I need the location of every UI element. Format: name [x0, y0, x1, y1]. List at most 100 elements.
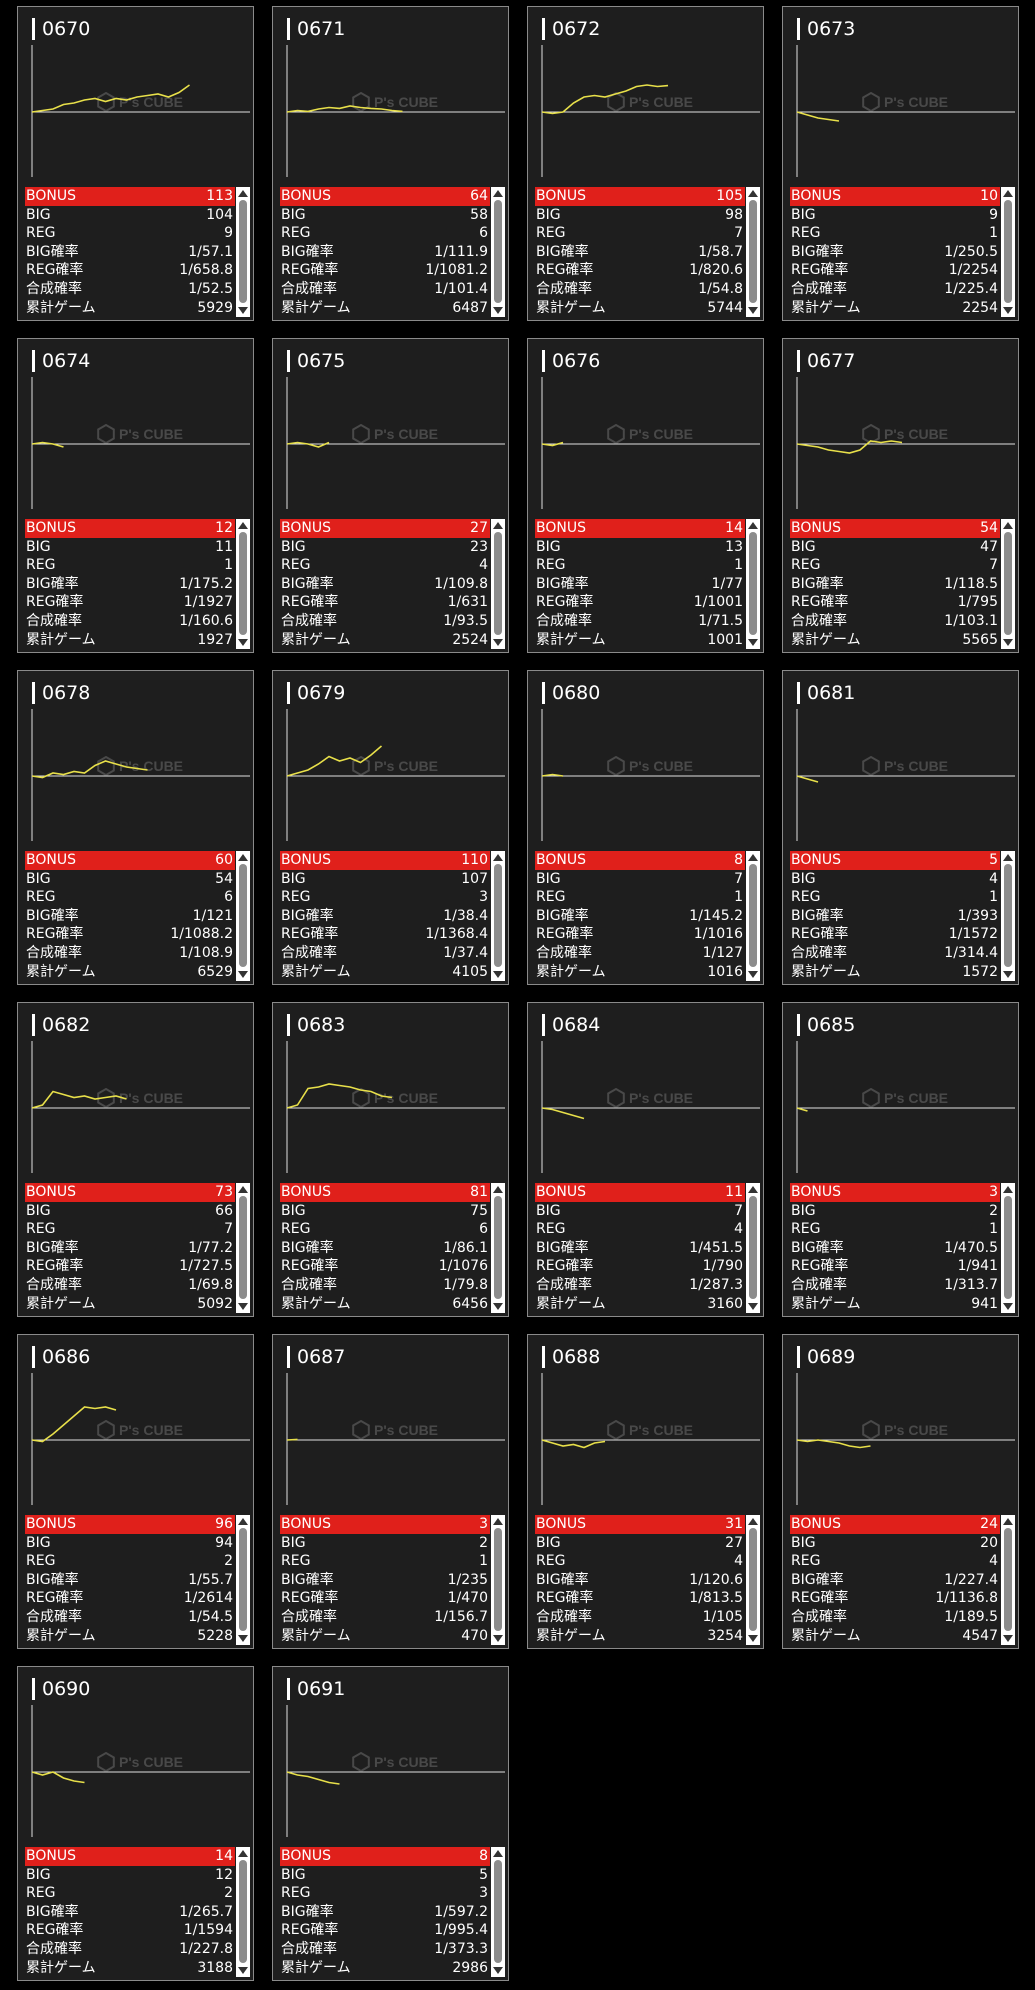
scroll-thumb[interactable] [239, 200, 247, 303]
stats-scrollbar[interactable] [236, 851, 250, 981]
scroll-down-arrow-icon[interactable] [1003, 307, 1013, 314]
stats-scrollbar[interactable] [236, 1183, 250, 1313]
scroll-up-arrow-icon[interactable] [748, 1186, 758, 1193]
scroll-down-arrow-icon[interactable] [748, 1635, 758, 1642]
stats-scrollbar[interactable] [746, 187, 760, 317]
machine-card-0689[interactable]: P's CUBE 0689 BONUS 24 BIG 20 REG 4 BIG確率 1/… [782, 1334, 1019, 1649]
scroll-up-arrow-icon[interactable] [238, 1850, 248, 1857]
stats-scrollbar[interactable] [491, 1515, 505, 1645]
machine-card-0670[interactable]: P's CUBE 0670 BONUS 113 BIG 104 REG 9 BIG確率… [17, 6, 254, 321]
machine-card-0684[interactable]: P's CUBE 0684 BONUS 11 BIG 7 REG 4 BIG確率 1/4… [527, 1002, 764, 1317]
scroll-thumb[interactable] [1004, 532, 1012, 635]
scroll-thumb[interactable] [239, 864, 247, 967]
scroll-up-arrow-icon[interactable] [748, 190, 758, 197]
scroll-thumb[interactable] [239, 1860, 247, 1963]
scroll-down-arrow-icon[interactable] [1003, 971, 1013, 978]
machine-card-0685[interactable]: P's CUBE 0685 BONUS 3 BIG 2 REG 1 BIG確率 1/47… [782, 1002, 1019, 1317]
scroll-down-arrow-icon[interactable] [238, 971, 248, 978]
scroll-thumb[interactable] [749, 532, 757, 635]
stats-scrollbar[interactable] [746, 1183, 760, 1313]
scroll-down-arrow-icon[interactable] [493, 1635, 503, 1642]
scroll-down-arrow-icon[interactable] [493, 639, 503, 646]
stats-scrollbar[interactable] [746, 519, 760, 649]
scroll-up-arrow-icon[interactable] [748, 1518, 758, 1525]
machine-card-0688[interactable]: P's CUBE 0688 BONUS 31 BIG 27 REG 4 BIG確率 1/… [527, 1334, 764, 1649]
scroll-thumb[interactable] [749, 1196, 757, 1299]
scroll-down-arrow-icon[interactable] [493, 971, 503, 978]
machine-card-0690[interactable]: P's CUBE 0690 BONUS 14 BIG 12 REG 2 BIG確率 1/… [17, 1666, 254, 1981]
scroll-thumb[interactable] [749, 200, 757, 303]
machine-card-0673[interactable]: P's CUBE 0673 BONUS 10 BIG 9 REG 1 BIG確率 1/2… [782, 6, 1019, 321]
stats-scrollbar[interactable] [746, 851, 760, 981]
scroll-up-arrow-icon[interactable] [1003, 1518, 1013, 1525]
machine-card-0681[interactable]: P's CUBE 0681 BONUS 5 BIG 4 REG 1 BIG確率 1/39… [782, 670, 1019, 985]
stats-scrollbar[interactable] [1001, 519, 1015, 649]
scroll-thumb[interactable] [494, 1528, 502, 1631]
scroll-down-arrow-icon[interactable] [1003, 1635, 1013, 1642]
scroll-up-arrow-icon[interactable] [493, 190, 503, 197]
scroll-down-arrow-icon[interactable] [493, 307, 503, 314]
scroll-thumb[interactable] [494, 1196, 502, 1299]
scroll-up-arrow-icon[interactable] [238, 1186, 248, 1193]
scroll-down-arrow-icon[interactable] [238, 1303, 248, 1310]
scroll-down-arrow-icon[interactable] [748, 1303, 758, 1310]
scroll-down-arrow-icon[interactable] [1003, 639, 1013, 646]
stats-scrollbar[interactable] [746, 1515, 760, 1645]
scroll-down-arrow-icon[interactable] [238, 307, 248, 314]
stats-scrollbar[interactable] [236, 187, 250, 317]
machine-card-0675[interactable]: P's CUBE 0675 BONUS 27 BIG 23 REG 4 BIG確率 1/… [272, 338, 509, 653]
scroll-thumb[interactable] [494, 864, 502, 967]
stats-scrollbar[interactable] [491, 519, 505, 649]
machine-card-0679[interactable]: P's CUBE 0679 BONUS 110 BIG 107 REG 3 BIG確率… [272, 670, 509, 985]
scroll-down-arrow-icon[interactable] [238, 1967, 248, 1974]
scroll-thumb[interactable] [239, 1528, 247, 1631]
stats-scrollbar[interactable] [1001, 187, 1015, 317]
scroll-down-arrow-icon[interactable] [1003, 1303, 1013, 1310]
scroll-up-arrow-icon[interactable] [748, 854, 758, 861]
machine-card-0674[interactable]: P's CUBE 0674 BONUS 12 BIG 11 REG 1 BIG確率 1/… [17, 338, 254, 653]
scroll-thumb[interactable] [494, 200, 502, 303]
scroll-thumb[interactable] [239, 532, 247, 635]
stats-scrollbar[interactable] [491, 1183, 505, 1313]
scroll-up-arrow-icon[interactable] [238, 190, 248, 197]
machine-card-0680[interactable]: P's CUBE 0680 BONUS 8 BIG 7 REG 1 BIG確率 1/14… [527, 670, 764, 985]
machine-card-0677[interactable]: P's CUBE 0677 BONUS 54 BIG 47 REG 7 BIG確率 1/… [782, 338, 1019, 653]
machine-card-0687[interactable]: P's CUBE 0687 BONUS 3 BIG 2 REG 1 BIG確率 1/23… [272, 1334, 509, 1649]
machine-card-0682[interactable]: P's CUBE 0682 BONUS 73 BIG 66 REG 7 BIG確率 1/… [17, 1002, 254, 1317]
machine-card-0671[interactable]: P's CUBE 0671 BONUS 64 BIG 58 REG 6 BIG確率 1/… [272, 6, 509, 321]
stats-scrollbar[interactable] [236, 1847, 250, 1977]
scroll-thumb[interactable] [494, 532, 502, 635]
machine-card-0678[interactable]: P's CUBE 0678 BONUS 60 BIG 54 REG 6 BIG確率 1/… [17, 670, 254, 985]
stats-scrollbar[interactable] [491, 187, 505, 317]
scroll-up-arrow-icon[interactable] [238, 1518, 248, 1525]
scroll-down-arrow-icon[interactable] [238, 1635, 248, 1642]
scroll-thumb[interactable] [1004, 864, 1012, 967]
scroll-up-arrow-icon[interactable] [748, 522, 758, 529]
scroll-up-arrow-icon[interactable] [1003, 190, 1013, 197]
stats-scrollbar[interactable] [236, 519, 250, 649]
scroll-up-arrow-icon[interactable] [238, 522, 248, 529]
scroll-up-arrow-icon[interactable] [1003, 854, 1013, 861]
stats-scrollbar[interactable] [1001, 1183, 1015, 1313]
machine-card-0683[interactable]: P's CUBE 0683 BONUS 81 BIG 75 REG 6 BIG確率 1/… [272, 1002, 509, 1317]
scroll-up-arrow-icon[interactable] [238, 854, 248, 861]
scroll-up-arrow-icon[interactable] [493, 1518, 503, 1525]
machine-card-0691[interactable]: P's CUBE 0691 BONUS 8 BIG 5 REG 3 BIG確率 1/59… [272, 1666, 509, 1981]
scroll-up-arrow-icon[interactable] [493, 522, 503, 529]
scroll-up-arrow-icon[interactable] [493, 854, 503, 861]
stats-scrollbar[interactable] [1001, 1515, 1015, 1645]
scroll-up-arrow-icon[interactable] [1003, 1186, 1013, 1193]
scroll-down-arrow-icon[interactable] [748, 639, 758, 646]
scroll-up-arrow-icon[interactable] [493, 1186, 503, 1193]
stats-scrollbar[interactable] [491, 1847, 505, 1977]
scroll-up-arrow-icon[interactable] [493, 1850, 503, 1857]
scroll-thumb[interactable] [1004, 1528, 1012, 1631]
scroll-thumb[interactable] [494, 1860, 502, 1963]
machine-card-0686[interactable]: P's CUBE 0686 BONUS 96 BIG 94 REG 2 BIG確率 1/… [17, 1334, 254, 1649]
scroll-down-arrow-icon[interactable] [748, 307, 758, 314]
scroll-thumb[interactable] [749, 864, 757, 967]
machine-card-0676[interactable]: P's CUBE 0676 BONUS 14 BIG 13 REG 1 BIG確率 1/… [527, 338, 764, 653]
stats-scrollbar[interactable] [236, 1515, 250, 1645]
scroll-down-arrow-icon[interactable] [748, 971, 758, 978]
stats-scrollbar[interactable] [1001, 851, 1015, 981]
